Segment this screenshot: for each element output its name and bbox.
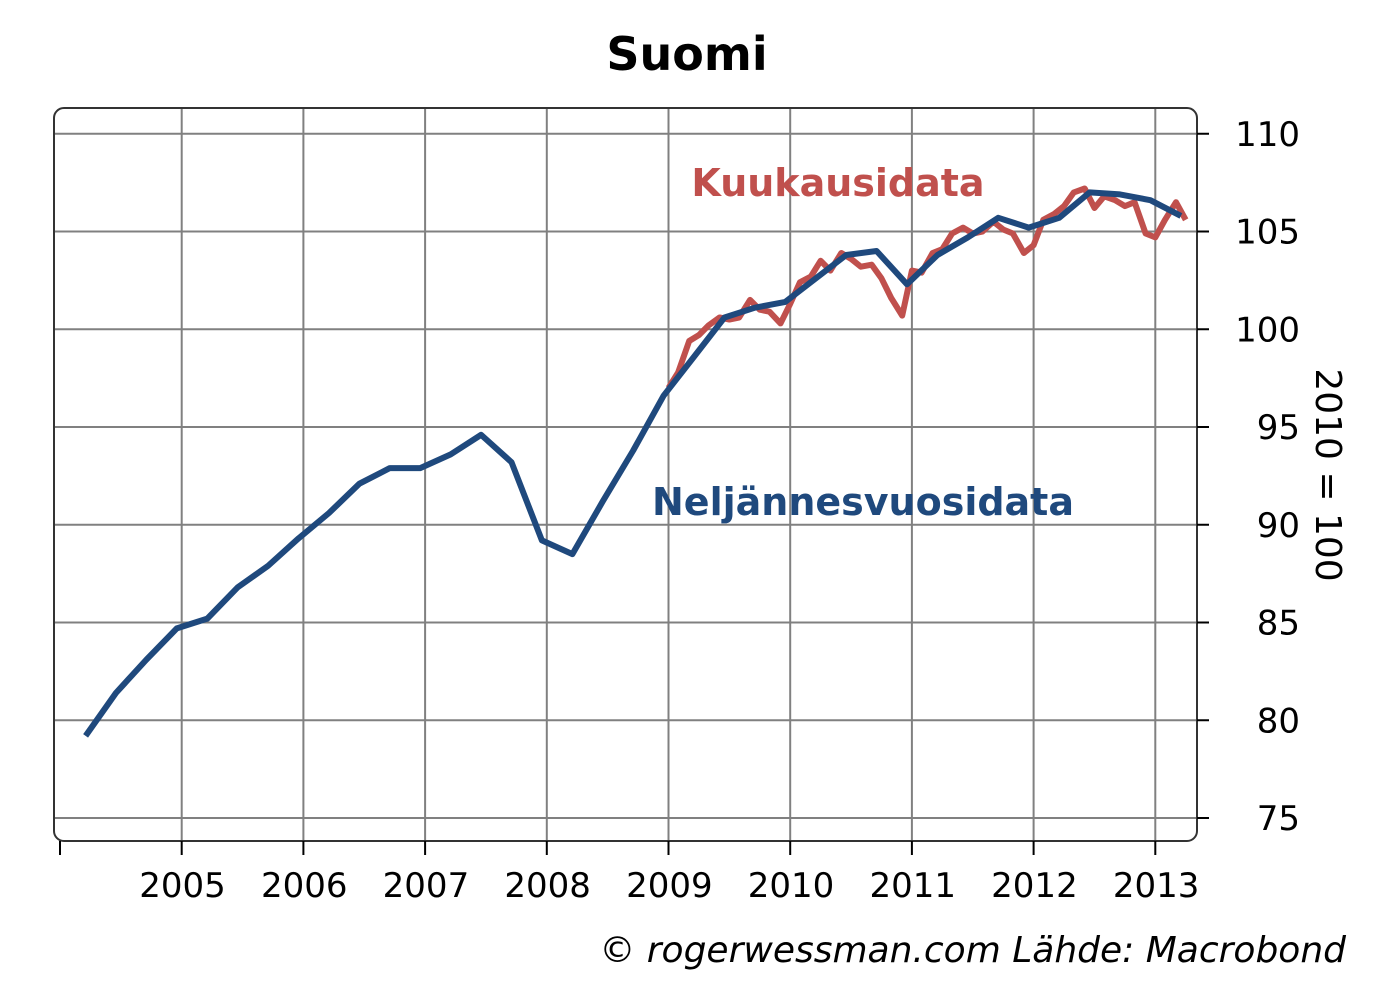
series-group — [83, 185, 1189, 738]
x-tick-label-2012: 2012 — [991, 866, 1078, 906]
x-tick-label-2008: 2008 — [504, 866, 591, 906]
y-tick-label-4: 95 — [1257, 408, 1300, 448]
x-axis: 2005 2006 2007 2008 2009 2010 2011 2012 2013 — [59, 841, 1200, 906]
y-tick-label-2: 85 — [1257, 604, 1300, 644]
y-tick-label-1: 80 — [1257, 701, 1300, 741]
x-tick-label-2013: 2013 — [1113, 866, 1200, 906]
y-axis: 75 80 85 90 95 100 105 110 — [1197, 115, 1300, 839]
y-tick-label-6: 105 — [1235, 213, 1300, 253]
x-tick-label-2006: 2006 — [261, 866, 348, 906]
x-tick-label-2011: 2011 — [869, 866, 956, 906]
annotation-kuukausidata: Kuukausidata — [691, 161, 984, 205]
y-tick-label-5: 100 — [1235, 310, 1300, 350]
series-line-neljannesvuosidata — [83, 189, 1183, 738]
source-credit: © rogerwessman.com Lähde: Macrobond — [599, 930, 1347, 971]
chart-title: Suomi — [606, 27, 767, 81]
plot-frame — [53, 107, 1198, 842]
x-tick-label-2009: 2009 — [626, 866, 713, 906]
x-tick-label-2010: 2010 — [748, 866, 835, 906]
series-line-kuukausidata — [665, 185, 1189, 390]
y-axis-label: 2010 = 100 — [1307, 368, 1348, 581]
grid — [54, 108, 1197, 841]
y-tick-label-3: 90 — [1257, 506, 1300, 546]
x-tick-label-2007: 2007 — [383, 866, 470, 906]
y-tick-label-7: 110 — [1235, 115, 1300, 155]
x-tick-label-2005: 2005 — [139, 866, 226, 906]
annotation-neljannesvuosidata: Neljännesvuosidata — [652, 480, 1074, 524]
y-tick-label-0: 75 — [1257, 799, 1300, 839]
